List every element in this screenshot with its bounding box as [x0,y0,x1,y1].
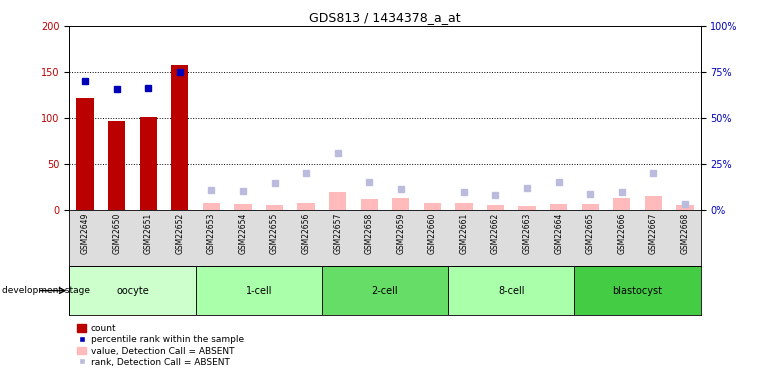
Bar [234,204,252,210]
Bar [266,206,283,210]
Bar [203,202,220,210]
Text: GSM22650: GSM22650 [112,213,121,254]
Text: GSM22651: GSM22651 [144,213,152,254]
Bar [139,117,157,210]
Text: GSM22655: GSM22655 [270,213,279,254]
Bar [487,206,504,210]
Text: oocyte: oocyte [116,286,149,296]
Bar [644,196,662,210]
Bar [297,202,315,210]
Text: blastocyst: blastocyst [613,286,662,296]
Text: GSM22662: GSM22662 [491,213,500,254]
Bar [550,204,567,210]
Bar [322,266,448,315]
Text: 8-cell: 8-cell [498,286,524,296]
Legend: count, percentile rank within the sample, value, Detection Call = ABSENT, rank, : count, percentile rank within the sample… [74,321,248,370]
Bar [392,198,410,210]
Text: 1-cell: 1-cell [246,286,272,296]
Bar [76,98,94,210]
Text: GSM22665: GSM22665 [586,213,594,254]
Bar [448,266,574,315]
Bar [676,206,694,210]
Text: GSM22654: GSM22654 [239,213,247,254]
Bar [196,266,322,315]
Bar [69,266,196,315]
Text: GSM22657: GSM22657 [333,213,342,254]
Text: GSM22652: GSM22652 [176,213,184,254]
Text: GSM22668: GSM22668 [681,213,689,254]
Bar [108,121,126,210]
Bar [360,199,378,210]
Bar [574,266,701,315]
Text: GSM22653: GSM22653 [207,213,216,254]
Bar [613,198,631,210]
Text: GSM22664: GSM22664 [554,213,563,254]
Bar [455,202,473,210]
Bar [171,65,189,210]
Bar [581,204,599,210]
Text: development stage: development stage [2,286,90,295]
Text: GSM22666: GSM22666 [618,213,626,254]
Text: 2-cell: 2-cell [372,286,398,296]
Text: GSM22661: GSM22661 [460,213,468,254]
Text: GSM22649: GSM22649 [81,213,89,254]
Bar [329,192,347,210]
Text: GSM22663: GSM22663 [523,213,531,254]
Title: GDS813 / 1434378_a_at: GDS813 / 1434378_a_at [310,11,460,24]
Text: GSM22656: GSM22656 [302,213,310,254]
Bar [424,202,441,210]
Bar [518,206,536,210]
Text: GSM22659: GSM22659 [397,213,405,254]
Text: GSM22658: GSM22658 [365,213,373,254]
Text: GSM22667: GSM22667 [649,213,658,254]
Text: GSM22660: GSM22660 [428,213,437,254]
